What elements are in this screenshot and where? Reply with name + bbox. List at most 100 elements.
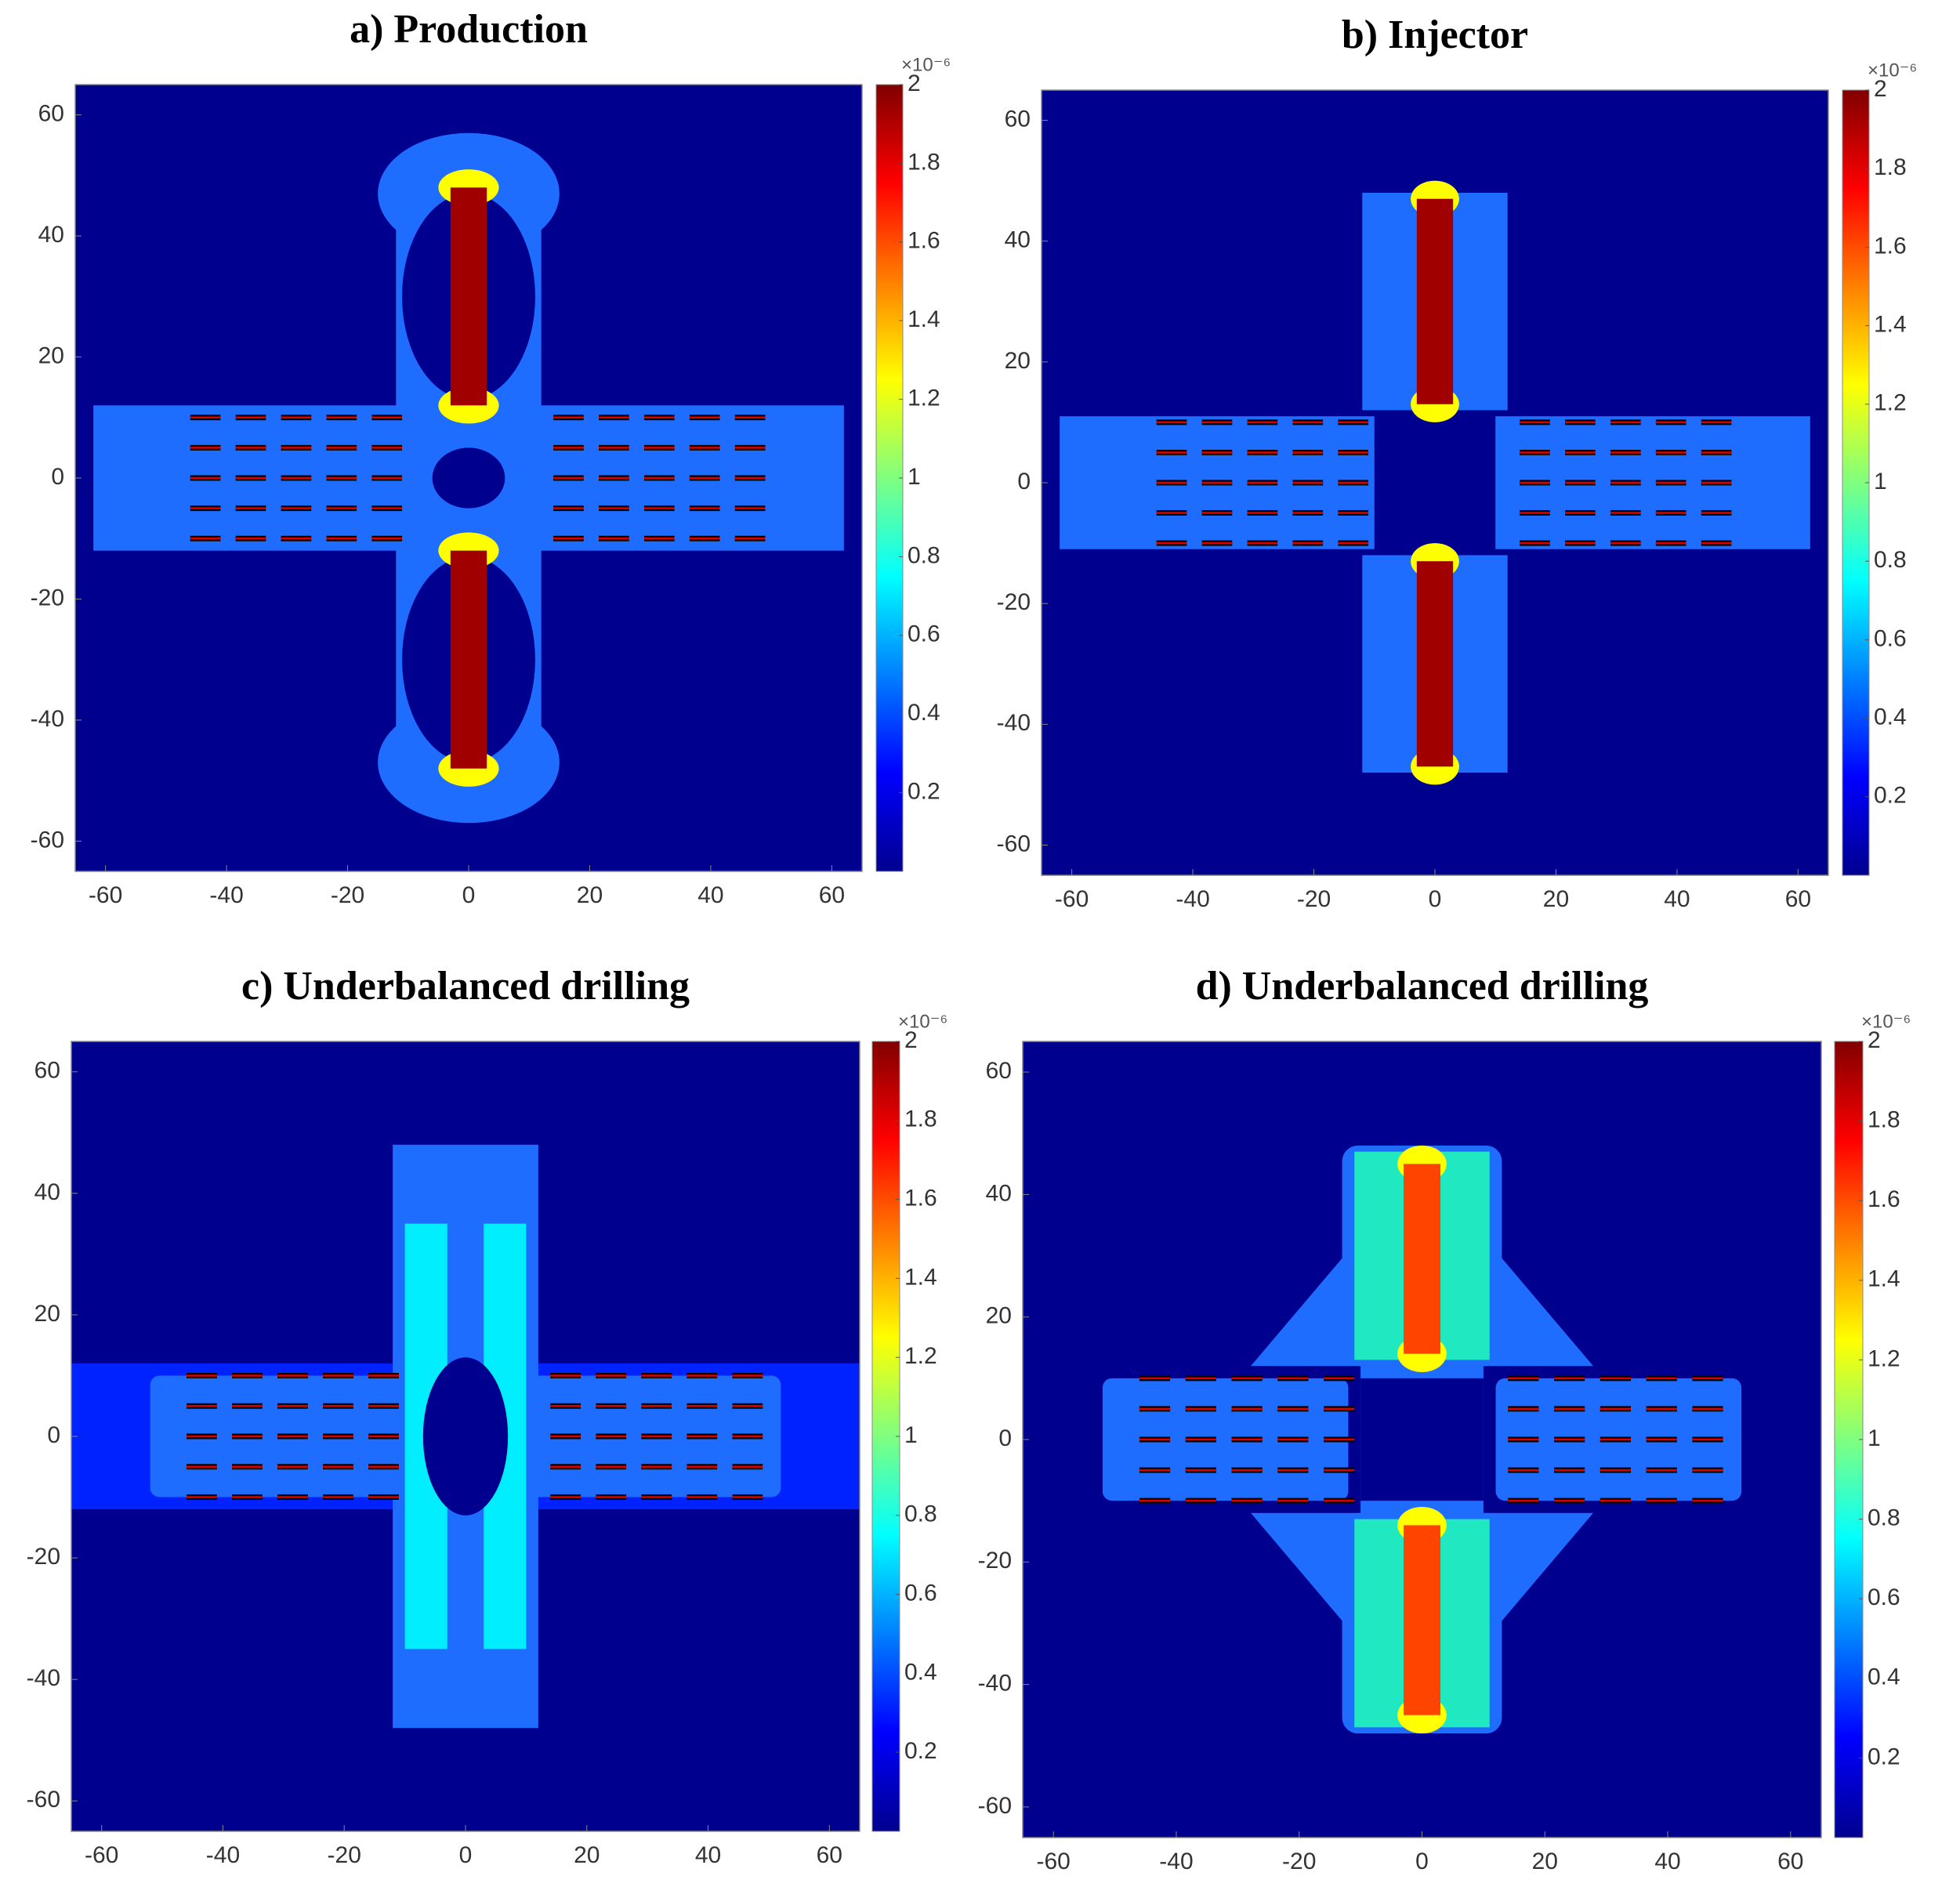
y-tick-label: 60 [34, 1058, 60, 1084]
colorbar-tick-label: 0.8 [908, 542, 940, 568]
x-tick-label: 20 [574, 1842, 600, 1868]
colorbar-tick-label: 2 [1874, 76, 1887, 102]
colorbar-tick-label: 0.2 [1874, 783, 1907, 809]
x-tick-label: 40 [1664, 886, 1690, 912]
colorbar-tick-label: 0.8 [904, 1501, 937, 1527]
colorbar-tick-label: 1.2 [908, 386, 940, 411]
colorbar [875, 84, 904, 872]
colorbar-tick-label: 0.6 [1874, 625, 1907, 651]
plot-area [1042, 90, 1828, 875]
colorbar-tick-label: 1 [1874, 469, 1887, 494]
x-tick-label: -60 [89, 882, 122, 908]
colorbar-tick-label: 2 [1868, 1027, 1881, 1053]
x-tick-label: 0 [1429, 886, 1442, 912]
y-tick-label: 60 [1005, 106, 1031, 132]
colorbar-tick-label: 1.4 [904, 1264, 937, 1290]
y-tick-label: -40 [978, 1671, 1012, 1697]
field-region [1416, 198, 1454, 404]
colorbar-tick-label: 0.6 [1868, 1584, 1900, 1610]
colorbar [1834, 1041, 1864, 1838]
y-tick-label: -60 [27, 1787, 60, 1813]
x-tick-label: 60 [817, 1842, 842, 1868]
field-region [422, 1357, 509, 1516]
field-region [432, 447, 505, 509]
y-tick-label: -20 [978, 1548, 1012, 1574]
colorbar-tick-label: 0.4 [904, 1659, 937, 1685]
x-tick-label: -40 [1176, 886, 1209, 912]
y-tick-label: 40 [986, 1180, 1012, 1206]
colorbar-tick-label: 1.6 [904, 1186, 937, 1211]
x-tick-label: -20 [1297, 886, 1331, 912]
colorbar-tick-label: 1.2 [1874, 390, 1907, 416]
y-tick-label: 40 [1005, 227, 1031, 253]
colorbar-tick-label: 1.2 [1868, 1345, 1900, 1371]
x-tick-label: -60 [85, 1842, 118, 1868]
colorbar-scale-label: ×10⁻⁶ [1861, 1011, 1911, 1032]
colorbar-tick-label: 0.4 [1874, 704, 1907, 730]
colorbar-tick-label: 0.4 [908, 700, 940, 726]
y-tick-label: 40 [34, 1179, 60, 1205]
x-tick-label: -40 [209, 882, 243, 908]
colorbar-tick-label: 1.6 [1874, 233, 1907, 259]
colorbar-tick-label: 0.2 [908, 779, 940, 805]
colorbar-tick-label: 1.8 [908, 149, 940, 175]
colorbar-tick-label: 0.8 [1874, 547, 1907, 573]
y-tick-label: -40 [27, 1665, 60, 1691]
colorbar-tick-label: 0.2 [904, 1738, 937, 1764]
colorbar-tick-label: 0.8 [1868, 1505, 1900, 1531]
panel-title: b) Injector [1342, 13, 1528, 57]
colorbar-tick-label: 1.6 [1868, 1186, 1900, 1212]
x-tick-label: 20 [577, 882, 603, 908]
colorbar-tick-label: 2 [908, 71, 921, 96]
y-tick-label: 20 [34, 1301, 60, 1327]
colorbar-tick-label: 0.2 [1868, 1744, 1900, 1769]
y-tick-label: -40 [31, 706, 64, 732]
y-tick-label: 0 [51, 464, 64, 490]
x-tick-label: 40 [1654, 1849, 1680, 1874]
colorbar-tick-label: 1.8 [1868, 1107, 1900, 1133]
colorbar-tick-label: 0.6 [908, 621, 940, 647]
x-tick-label: 40 [697, 882, 723, 908]
field-region [1416, 561, 1454, 767]
x-tick-label: 60 [1777, 1849, 1803, 1874]
colorbar-tick-label: 1.8 [904, 1106, 937, 1132]
x-tick-label: 0 [462, 882, 476, 908]
colorbar-scale-label: ×10⁻⁶ [898, 1011, 947, 1032]
y-tick-label: 20 [38, 342, 64, 368]
field-region [1403, 1525, 1441, 1715]
field-region [1360, 1378, 1484, 1501]
x-tick-label: -60 [1055, 886, 1089, 912]
y-tick-label: 0 [1017, 469, 1031, 494]
colorbar-tick-label: 1 [908, 464, 921, 490]
plot-area [71, 1041, 860, 1831]
y-tick-label: -20 [31, 585, 64, 610]
x-tick-label: 0 [1415, 1849, 1429, 1874]
panel-title: a) Production [350, 7, 588, 52]
colorbar [1842, 89, 1870, 876]
field-region [450, 550, 487, 769]
y-tick-label: 0 [998, 1425, 1012, 1451]
colorbar-tick-label: 1.8 [1874, 154, 1907, 180]
x-tick-label: -40 [206, 1842, 240, 1868]
colorbar-tick-label: 1.2 [904, 1343, 937, 1369]
colorbar-tick-label: 1.4 [1874, 312, 1907, 338]
x-tick-label: 20 [1532, 1849, 1558, 1874]
y-tick-label: -60 [978, 1793, 1012, 1819]
x-tick-label: -60 [1037, 1849, 1071, 1874]
field-region [1403, 1164, 1441, 1354]
x-tick-label: 60 [1785, 886, 1811, 912]
colorbar-scale-label: ×10⁻⁶ [901, 54, 951, 75]
colorbar-tick-label: 1.4 [1868, 1266, 1900, 1292]
colorbar-tick-label: 0.6 [904, 1581, 937, 1606]
y-tick-label: -60 [997, 831, 1031, 856]
plot-area [1023, 1041, 1821, 1838]
colorbar-tick-label: 1.6 [908, 228, 940, 254]
y-tick-label: 0 [47, 1422, 60, 1448]
colorbar [871, 1041, 900, 1832]
x-tick-label: -20 [328, 1842, 361, 1868]
plot-area [75, 85, 862, 871]
y-tick-label: 60 [986, 1058, 1012, 1084]
x-tick-label: -20 [331, 882, 364, 908]
x-tick-label: -20 [1282, 1849, 1316, 1874]
